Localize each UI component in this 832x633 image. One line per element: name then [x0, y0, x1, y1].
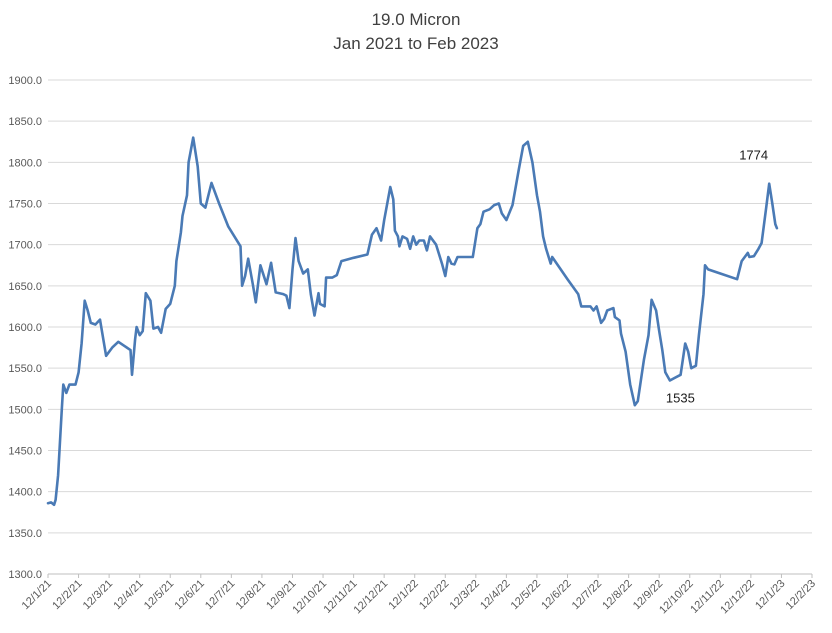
- x-tick-label: 12/8/22: [600, 578, 634, 612]
- x-tick-label: 12/7/22: [570, 578, 604, 612]
- x-tick-label: 12/12/22: [718, 578, 757, 617]
- y-tick-label: 1650.0: [8, 281, 42, 293]
- x-tick-label: 12/7/21: [203, 578, 237, 612]
- y-tick-label: 1400.0: [8, 487, 42, 499]
- data-label: 1535: [666, 391, 695, 406]
- chart-title: 19.0 Micron: [371, 10, 461, 29]
- series-line: [46, 136, 779, 507]
- x-tick-label: 12/1/21: [20, 578, 54, 612]
- x-tick-label: 12/2/21: [50, 578, 84, 612]
- x-tick-label: 12/10/21: [290, 578, 329, 617]
- y-tick-label: 1900.0: [8, 75, 42, 87]
- x-tick-label: 12/3/21: [81, 578, 115, 612]
- y-tick-label: 1750.0: [8, 199, 42, 211]
- y-tick-label: 1850.0: [8, 116, 42, 128]
- y-tick-label: 1550.0: [8, 363, 42, 375]
- x-tick-label: 12/12/21: [352, 578, 391, 617]
- data-label: 1774: [739, 148, 768, 163]
- x-tick-label: 12/2/23: [784, 578, 818, 612]
- y-tick-label: 1300.0: [8, 569, 42, 581]
- x-tick-label: 12/3/22: [448, 578, 482, 612]
- y-tick-label: 1800.0: [8, 157, 42, 169]
- x-tick-label: 12/1/23: [753, 578, 787, 612]
- x-tick-label: 12/4/22: [478, 578, 512, 612]
- chart-subtitle: Jan 2021 to Feb 2023: [333, 34, 499, 53]
- x-tick-label: 12/4/21: [111, 578, 145, 612]
- x-tick-label: 12/10/22: [657, 578, 696, 617]
- y-tick-label: 1500.0: [8, 404, 42, 416]
- x-tick-label: 12/1/22: [386, 578, 420, 612]
- x-tick-label: 12/5/21: [142, 578, 176, 612]
- x-tick-label: 12/2/22: [417, 578, 451, 612]
- y-tick-label: 1700.0: [8, 240, 42, 252]
- x-tick-label: 12/6/21: [172, 578, 206, 612]
- y-tick-label: 1350.0: [8, 528, 42, 540]
- y-tick-label: 1450.0: [8, 446, 42, 458]
- y-tick-label: 1600.0: [8, 322, 42, 334]
- x-tick-label: 12/5/22: [509, 578, 543, 612]
- x-tick-label: 12/8/21: [234, 578, 268, 612]
- chart-title-block: 19.0 Micron Jan 2021 to Feb 2023: [0, 8, 832, 56]
- x-tick-label: 12/6/22: [539, 578, 573, 612]
